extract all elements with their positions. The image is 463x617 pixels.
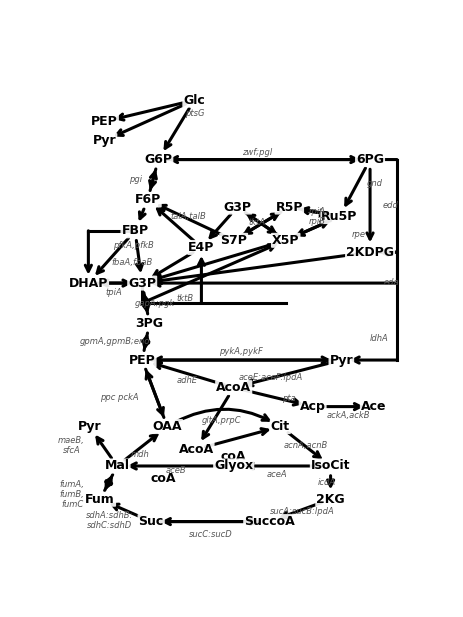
Text: tktB: tktB [176, 294, 194, 304]
Text: rpe: rpe [351, 230, 365, 239]
Text: mdh: mdh [130, 450, 149, 458]
Text: sucC:sucD: sucC:sucD [188, 531, 232, 539]
Text: Mal: Mal [105, 460, 130, 473]
Text: R5P: R5P [275, 201, 303, 213]
Text: pykA,pykF: pykA,pykF [219, 347, 263, 357]
Text: Suc: Suc [138, 515, 164, 528]
Text: Glyox: Glyox [214, 460, 253, 473]
Text: Glc: Glc [183, 94, 205, 107]
Text: G3P: G3P [223, 201, 251, 213]
Text: IsoCit: IsoCit [311, 460, 350, 473]
Text: OAA: OAA [153, 420, 182, 433]
Text: 2KG: 2KG [316, 493, 345, 506]
Text: Pyr: Pyr [78, 420, 101, 433]
Text: ptsG: ptsG [185, 109, 205, 118]
Text: Ace: Ace [361, 400, 387, 413]
Text: Acp: Acp [300, 400, 325, 413]
Text: AcoA: AcoA [216, 381, 251, 394]
Text: gapA;pgk: gapA;pgk [135, 299, 175, 308]
Text: Ru5P: Ru5P [321, 210, 358, 223]
Text: icdA: icdA [318, 478, 336, 487]
Text: 3PG: 3PG [135, 317, 163, 330]
Text: fumA,
fumB,
fumC: fumA, fumB, fumC [60, 479, 85, 510]
Text: G6P: G6P [144, 153, 172, 166]
Text: FBP: FBP [121, 225, 149, 238]
Text: gnd: gnd [367, 179, 383, 188]
Text: talA,talB: talA,talB [170, 212, 206, 221]
Text: Pyr: Pyr [330, 354, 353, 366]
Text: edd: edd [382, 201, 399, 210]
Text: 2KDPG: 2KDPG [346, 246, 394, 259]
Text: F6P: F6P [134, 194, 161, 207]
Text: gltA,prpC: gltA,prpC [201, 416, 241, 425]
Text: S7P: S7P [220, 234, 247, 247]
Text: Cit: Cit [271, 420, 290, 433]
Text: fbaA,fbaB: fbaA,fbaB [111, 258, 152, 267]
Text: aceA: aceA [266, 470, 287, 479]
Text: E4P: E4P [188, 241, 214, 254]
Text: tktA: tktA [249, 218, 266, 227]
Text: eda: eda [384, 278, 399, 287]
Text: coA: coA [151, 473, 176, 486]
Text: aceB: aceB [166, 466, 187, 475]
Text: DHAP: DHAP [69, 276, 108, 289]
Text: 6PG: 6PG [356, 153, 384, 166]
Text: tpiA: tpiA [105, 288, 122, 297]
Text: Pyr: Pyr [93, 134, 116, 147]
Text: G3P: G3P [128, 276, 156, 289]
Text: pta: pta [282, 394, 296, 402]
Text: sdhA:sdhB:
sdhC:sdhD: sdhA:sdhB: sdhC:sdhD [86, 511, 133, 531]
Text: PEP: PEP [91, 115, 118, 128]
Text: SuccoA: SuccoA [244, 515, 295, 528]
Text: rpiA,
rpiB: rpiA, rpiB [309, 207, 329, 226]
Text: ldhA: ldhA [370, 334, 389, 343]
Text: maeB,
sfcA: maeB, sfcA [58, 436, 85, 455]
Text: X5P: X5P [272, 234, 300, 247]
Text: ackA,ackB: ackA,ackB [326, 411, 370, 420]
Text: gpmA,gpmB;eno: gpmA,gpmB;eno [80, 337, 150, 346]
Text: zwf;pgl: zwf;pgl [242, 148, 272, 157]
Text: pgi: pgi [129, 175, 142, 183]
Text: PEP: PEP [129, 354, 156, 366]
Text: AcoA: AcoA [178, 443, 213, 456]
Text: Fum: Fum [85, 493, 115, 506]
Text: pfkA,pfkB: pfkA,pfkB [113, 241, 154, 249]
Text: coA: coA [221, 450, 246, 463]
Text: ppc pckA: ppc pckA [100, 392, 139, 402]
Text: acnA,acnB: acnA,acnB [284, 441, 328, 450]
Text: adhE: adhE [176, 376, 198, 385]
Text: sucA:sucB:lpdA: sucA:sucB:lpdA [269, 507, 334, 516]
Text: aceE:aceF:lpdA: aceE:aceF:lpdA [238, 373, 303, 382]
